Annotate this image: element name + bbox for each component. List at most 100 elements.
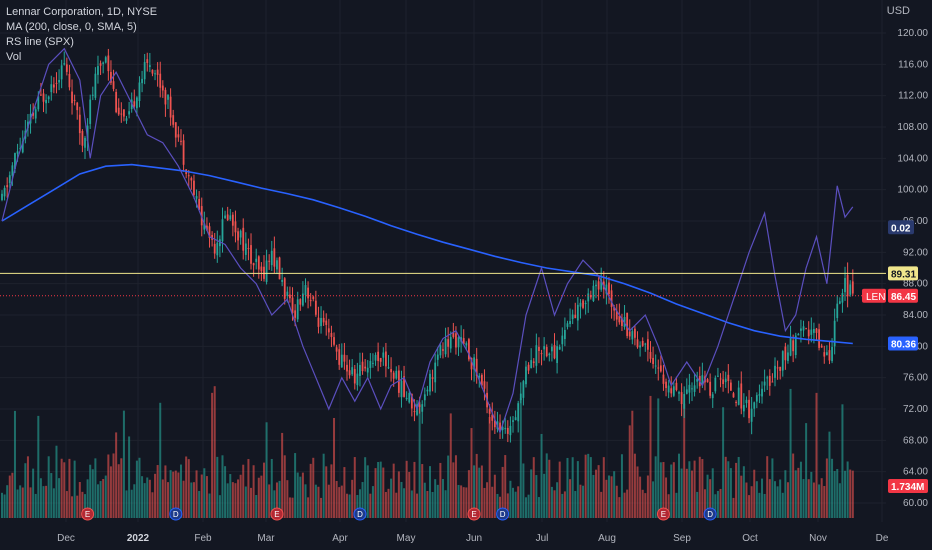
volume-bar [618, 497, 621, 518]
volume-bar [270, 458, 273, 518]
candle-body [787, 352, 789, 361]
candle-body [621, 318, 623, 326]
volume-bar [387, 488, 390, 518]
candle-body [405, 398, 408, 400]
candle-body [112, 81, 115, 89]
candle-body [346, 364, 348, 372]
rs-value-label: 0.02 [891, 223, 911, 234]
event-label: D [173, 510, 179, 519]
volume-bar [390, 478, 393, 518]
candle-body [361, 361, 364, 372]
volume-bar [750, 486, 753, 518]
candle-body [768, 375, 771, 386]
ticker-label: LEN [866, 292, 885, 303]
volume-bar [208, 493, 211, 518]
volume-bar [11, 472, 14, 518]
candle-body [133, 101, 136, 107]
volume-bar [286, 480, 289, 518]
candle-body [423, 394, 426, 401]
candle-body [732, 393, 735, 398]
candle-body [338, 349, 341, 365]
dividend-event-icon [353, 507, 367, 521]
candle-body [742, 405, 745, 412]
volume-bar [475, 453, 478, 518]
volume-bar [667, 494, 670, 518]
volume-bar [405, 460, 408, 518]
candle-body [309, 300, 312, 302]
candle-body [452, 332, 455, 338]
volume-bar [849, 469, 852, 518]
candle-body [335, 347, 338, 352]
candle-body [8, 175, 11, 183]
candle-body [102, 62, 105, 64]
candle-body [641, 340, 644, 346]
volume-bar [703, 489, 706, 518]
volume-bar [115, 432, 118, 518]
volume-bar [13, 410, 16, 518]
candle-body [320, 317, 322, 327]
candle-body [784, 346, 787, 361]
volume-bar [216, 456, 219, 518]
candle-body [774, 365, 776, 378]
candle-body [551, 346, 553, 352]
volume-bar [107, 454, 110, 518]
candle-body [50, 84, 53, 93]
volume-bar [758, 492, 761, 518]
volume-bar [366, 465, 369, 518]
candle-body [613, 307, 616, 311]
candle-body [76, 102, 79, 111]
volume-bar [429, 466, 431, 518]
volume-bar [397, 471, 400, 518]
volume-bar [846, 461, 849, 518]
candle-body [164, 89, 167, 105]
volume-bar [47, 456, 50, 518]
volume-bar [192, 482, 195, 518]
candle-body [397, 370, 400, 393]
volume-bar [613, 471, 616, 518]
candle-body [385, 351, 387, 367]
volume-bar [698, 456, 701, 518]
candle-body [727, 374, 730, 382]
volume-bar [659, 462, 662, 518]
candle-body [439, 345, 442, 356]
volume-bar [125, 490, 128, 518]
candle-body [60, 65, 63, 80]
candle-body [447, 339, 450, 347]
volume-bar [351, 479, 354, 518]
volume-bar [151, 492, 154, 518]
candle-body [231, 214, 234, 226]
volume-bar [382, 467, 385, 518]
volume-bar [141, 476, 144, 518]
volume-bar [78, 481, 81, 518]
candle-body [123, 109, 125, 117]
candle-body [820, 345, 823, 348]
candle-body [304, 285, 307, 295]
candle-body [135, 97, 138, 109]
candle-body [833, 320, 836, 347]
volume-bar [146, 477, 149, 518]
volume-bar [32, 468, 35, 518]
volume-bar [786, 482, 789, 518]
volume-bar [558, 461, 561, 518]
candle-body [685, 389, 688, 394]
volume-bar [825, 458, 828, 518]
candle-body [268, 260, 271, 262]
volume-bar [452, 462, 455, 518]
volume-bar [545, 453, 548, 518]
candle-body [229, 215, 232, 220]
candle-body [626, 312, 629, 336]
candle-body [270, 250, 273, 266]
candle-body [781, 351, 784, 371]
candle-body [159, 73, 162, 88]
volume-bar [514, 491, 517, 518]
candle-body [532, 361, 535, 363]
volume-bar [553, 490, 556, 518]
volume-bar [802, 479, 805, 518]
legend-title: Lennar Corporation, 1D, NYSE [6, 6, 158, 18]
candle-body [678, 392, 680, 394]
volume-bar [530, 469, 533, 518]
candle-body [797, 333, 800, 336]
candle-body [278, 257, 281, 280]
candle-body [250, 245, 252, 264]
